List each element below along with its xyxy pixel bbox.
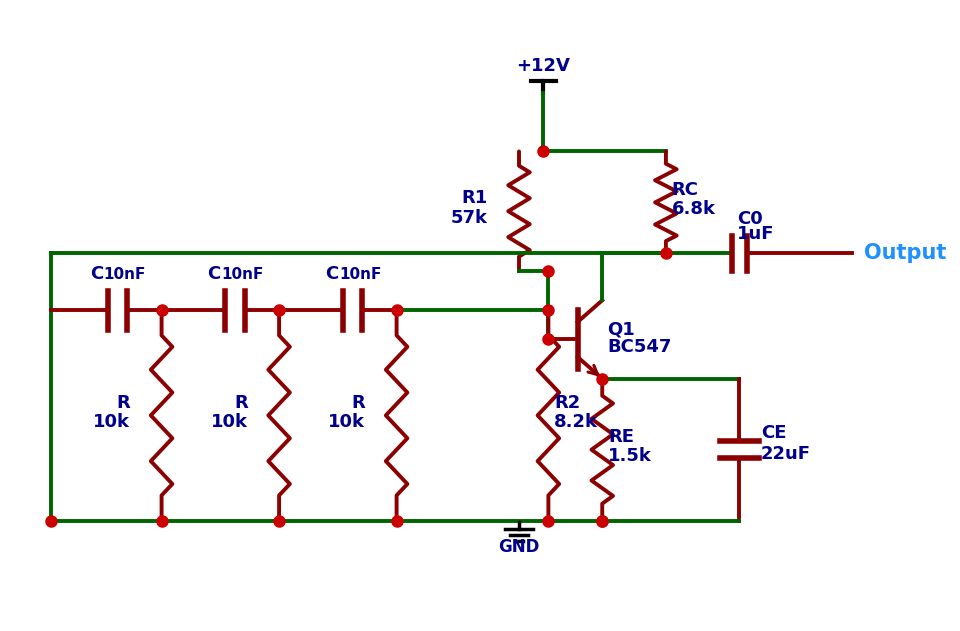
Text: R1: R1	[462, 189, 488, 208]
Text: 10nF: 10nF	[222, 267, 264, 282]
Text: GND: GND	[498, 538, 540, 556]
Text: 57k: 57k	[450, 209, 488, 227]
Text: R: R	[351, 394, 365, 411]
Text: 1.5k: 1.5k	[608, 447, 652, 466]
Text: RE: RE	[608, 428, 635, 446]
Text: BC547: BC547	[607, 338, 671, 357]
Text: R: R	[116, 394, 131, 411]
Text: R: R	[234, 394, 248, 411]
Text: 10k: 10k	[328, 413, 365, 431]
Text: 8.2k: 8.2k	[554, 413, 598, 431]
Text: 10nF: 10nF	[339, 267, 381, 282]
Text: 1uF: 1uF	[737, 225, 775, 243]
Text: R2: R2	[554, 394, 581, 411]
Text: 22uF: 22uF	[761, 445, 811, 463]
Text: Q1: Q1	[607, 321, 635, 339]
Text: Output: Output	[864, 244, 946, 263]
Text: 10nF: 10nF	[104, 267, 146, 282]
Text: C: C	[325, 265, 338, 283]
Text: C: C	[90, 265, 104, 283]
Text: RC: RC	[672, 180, 699, 199]
Text: 10k: 10k	[211, 413, 248, 431]
Text: C0: C0	[737, 210, 763, 228]
Text: CE: CE	[761, 424, 786, 442]
Text: 10k: 10k	[93, 413, 131, 431]
Text: 6.8k: 6.8k	[672, 200, 716, 218]
Text: +12V: +12V	[516, 57, 570, 75]
Text: C: C	[207, 265, 221, 283]
